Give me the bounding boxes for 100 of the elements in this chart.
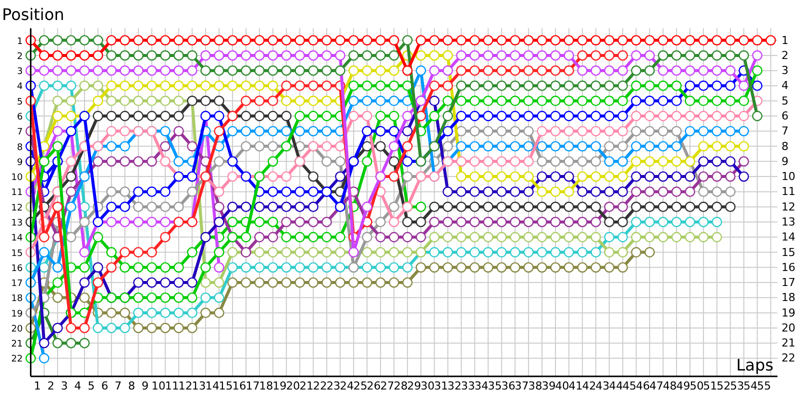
x-tick-label: 10 (152, 379, 166, 392)
x-tick-label: 15 (218, 379, 233, 392)
x-tick-label: 4 (74, 379, 82, 392)
y-tick-label: 9 (16, 158, 23, 168)
x-tick-label: 54 (744, 379, 758, 392)
y-tick-label: 7 (16, 128, 23, 138)
x-tick-label: 23 (326, 379, 340, 392)
y2-tick-label: 3 (781, 64, 788, 78)
x-tick-label: 14 (205, 379, 220, 392)
x-tick-label: 29 (407, 379, 422, 392)
y2-tick-label: 7 (781, 124, 788, 138)
y-tick-label: 2 (16, 52, 23, 62)
x-tick-label: 7 (114, 379, 122, 392)
x-tick-label: 21 (300, 379, 314, 392)
x-tick-label: 52 (716, 379, 731, 392)
y-tick-label: 5 (16, 97, 23, 108)
x-tick-label: 26 (366, 379, 381, 392)
y-tick-label: 17 (11, 279, 23, 290)
y2-tick-label: 11 (781, 185, 796, 198)
y-tick-label: 1 (16, 36, 23, 47)
x-tick-label: 47 (649, 379, 664, 392)
y2-tick-label: 16 (781, 260, 796, 274)
x-tick-label: 9 (142, 379, 149, 392)
x-tick-label: 12 (178, 379, 192, 392)
x-tick-label: 49 (676, 379, 690, 392)
y2-tick-label: 19 (781, 306, 796, 320)
x-tick-label: 19 (272, 379, 287, 392)
x-tick-label: 33 (460, 379, 475, 392)
x-tick-label: 46 (636, 379, 650, 392)
x-tick-label: 32 (448, 379, 462, 392)
x-tick-label: 1 (34, 379, 41, 392)
y-axis-title: Position (2, 5, 64, 24)
x-tick-label: 31 (434, 379, 448, 392)
y-tick-label: 14 (11, 234, 23, 244)
y2-tick-label: 18 (781, 291, 796, 304)
y2-tick-label: 21 (781, 336, 796, 350)
y2-tick-label: 2 (781, 48, 788, 62)
y2-tick-label: 22 (781, 352, 796, 365)
y2-tick-label: 13 (781, 215, 796, 228)
y2-tick-label: 17 (781, 276, 796, 290)
x-tick-label: 8 (128, 379, 136, 392)
x-tick-label: 28 (394, 379, 408, 392)
x-tick-label: 41 (568, 379, 583, 392)
y2-tick-label: 15 (781, 246, 796, 259)
y2-tick-label: 12 (781, 200, 796, 214)
y2-tick-label: 6 (781, 110, 788, 122)
x-tick-label: 48 (662, 379, 677, 392)
x-tick-label: 34 (474, 379, 488, 392)
x-tick-label: 30 (420, 379, 435, 392)
x-tick-label: 55 (756, 379, 771, 392)
x-tick-label: 45 (622, 379, 636, 392)
y-tick-label: 22 (11, 354, 23, 365)
x-tick-label: 44 (608, 379, 623, 392)
x-tick-label: 39 (542, 379, 556, 392)
y2-tick-label: 8 (781, 140, 788, 153)
y-tick-label: 21 (11, 340, 23, 350)
x-tick-label: 5 (88, 379, 95, 392)
y2-tick-label: 10 (781, 170, 796, 184)
x-tick-label: 20 (286, 379, 300, 392)
x-tick-label: 18 (259, 379, 274, 392)
x-tick-label: 36 (501, 379, 516, 392)
x-tick-label: 53 (730, 379, 744, 392)
y2-tick-label: 14 (781, 230, 796, 244)
x-tick-label: 11 (164, 379, 179, 392)
x-tick-label: 42 (582, 379, 596, 392)
x-tick-label: 16 (232, 379, 246, 392)
x-tick-label: 43 (596, 379, 610, 392)
x-tick-label: 51 (703, 379, 718, 392)
y2-tick-label: 5 (781, 94, 788, 108)
x-tick-label: 2 (47, 379, 54, 392)
y-tick-label: 10 (11, 173, 23, 184)
x-tick-label: 13 (192, 379, 206, 392)
x-tick-label: 24 (340, 379, 354, 392)
y-tick-label: 4 (16, 82, 23, 92)
y-tick-label: 18 (11, 294, 23, 304)
y-tick-label: 19 (11, 309, 23, 320)
x-tick-label: 40 (555, 379, 570, 392)
y-tick-label: 13 (11, 218, 23, 228)
y-tick-label: 16 (11, 264, 23, 274)
x-tick-label: 25 (353, 379, 368, 392)
x-tick-label: 27 (380, 379, 394, 392)
y-tick-label: 15 (11, 248, 23, 259)
y2-tick-label: 9 (781, 154, 788, 168)
x-tick-label: 38 (528, 379, 542, 392)
y-tick-label: 3 (16, 67, 23, 78)
x-tick-label: 22 (312, 379, 327, 392)
y-tick-label: 11 (11, 188, 23, 198)
y-tick-label: 20 (11, 324, 23, 334)
y2-tick-label: 1 (781, 34, 788, 47)
y2-tick-label: 20 (781, 321, 796, 334)
x-axis-title: Laps (736, 355, 774, 374)
x-tick-label: 37 (514, 379, 529, 392)
x-tick-label: 6 (101, 379, 108, 392)
y-tick-label: 6 (16, 112, 23, 122)
y2-tick-label: 4 (781, 79, 788, 92)
x-tick-label: 50 (690, 379, 704, 392)
x-tick-label: 3 (60, 379, 68, 392)
y-tick-label: 12 (11, 203, 23, 214)
x-tick-label: 35 (488, 379, 502, 392)
y-tick-label: 8 (16, 142, 23, 153)
